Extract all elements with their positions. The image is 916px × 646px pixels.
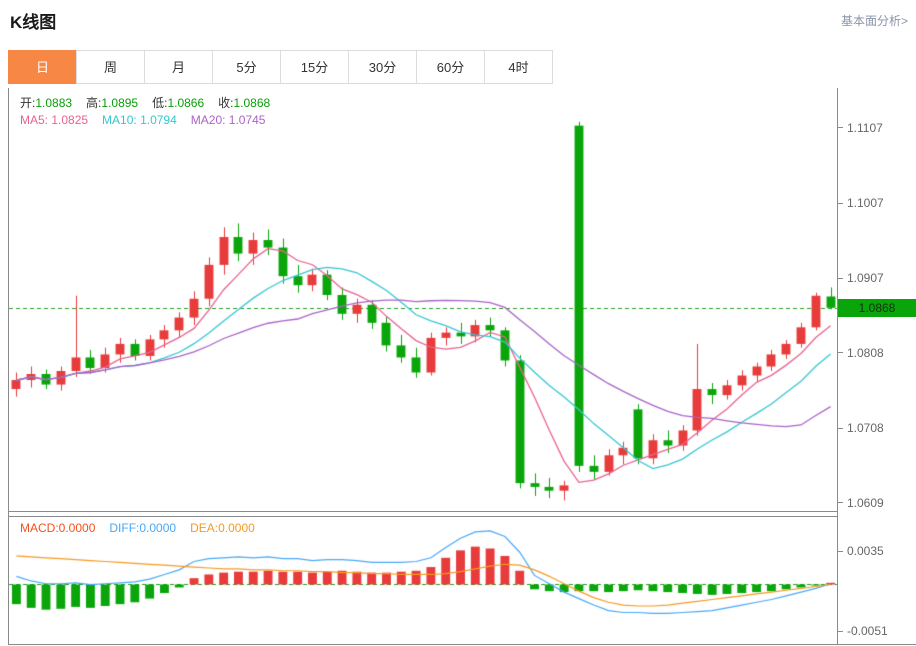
ohlc-item: 低:1.0866 <box>152 94 204 111</box>
tab-day[interactable]: 日 <box>8 50 77 84</box>
axis-tick <box>838 630 843 632</box>
ohlc-value: 1.0883 <box>35 96 73 110</box>
current-price-tag: 1.0868 <box>838 298 916 317</box>
axis-tick <box>838 352 843 354</box>
ohlc-value: 1.0868 <box>233 96 271 110</box>
y-axis-label-text: 0.0035 <box>847 544 884 559</box>
macd-legend: MACD:0.0000 DIFF:0.0000 DEA:0.0000 <box>20 521 255 535</box>
panel-divider <box>9 512 838 516</box>
y-axis-label: 1.0808 <box>838 346 884 360</box>
y-axis-label-text: 1.0708 <box>847 421 884 436</box>
axis-tick <box>838 277 843 279</box>
ohlc-item: 收:1.0868 <box>218 94 270 111</box>
candlestick-chart[interactable] <box>9 88 838 512</box>
interval-tabs: 日周月 5分 15分 30分 60分 4时 <box>8 50 553 84</box>
y-axis-label: 1.0609 <box>838 496 884 510</box>
ma-legend-item: MA10: 1.0794 <box>102 113 177 127</box>
tab-30min[interactable]: 30分 <box>348 50 417 84</box>
ohlc-value: 1.0895 <box>101 96 139 110</box>
ohlc-label: 高: <box>86 96 102 110</box>
y-axis-label: 1.1007 <box>838 196 884 210</box>
ohlc-legend: 开:1.0883 高:1.0895 低:1.0866 收:1.0868 <box>20 94 270 111</box>
ohlc-value: 1.0866 <box>167 96 205 110</box>
axis-tick <box>838 550 843 552</box>
y-axis-label-text: 1.0808 <box>847 345 884 360</box>
axis-tick <box>838 427 843 429</box>
ma-legend-item: MA20: 1.0745 <box>190 113 266 127</box>
price-axis: 1.1107 1.1007 1.0907 1.0808 1.0708 1.0609 0.00… <box>837 88 916 645</box>
ohlc-item: 开:1.0883 <box>20 94 72 111</box>
y-axis-label: 0.0035 <box>838 544 884 558</box>
y-axis-label-text: 1.0609 <box>847 495 884 510</box>
y-axis-label-text: 1.1107 <box>847 120 883 135</box>
chart-area <box>8 88 838 645</box>
tab-15min[interactable]: 15分 <box>280 50 349 84</box>
ma-legend: MA5: 1.0825 MA10: 1.0794 MA20: 1.0745 <box>20 113 265 127</box>
tab-4hour[interactable]: 4时 <box>484 50 553 84</box>
y-axis-label: 1.0708 <box>838 421 884 435</box>
tab-60min[interactable]: 60分 <box>416 50 485 84</box>
axis-tick <box>838 127 843 129</box>
ohlc-label: 低: <box>152 96 168 110</box>
macd-legend-item: MACD:0.0000 <box>20 521 96 535</box>
ohlc-label: 收: <box>218 96 234 110</box>
axis-tick <box>838 202 843 204</box>
macd-chart[interactable] <box>9 516 838 644</box>
y-axis-label: 1.1107 <box>838 121 883 135</box>
y-axis-label-text: -0.0051 <box>847 624 888 639</box>
y-axis-label: 1.0907 <box>838 271 884 285</box>
fundamental-analysis-link[interactable]: 基本面分析> <box>840 14 908 28</box>
macd-legend-item: DEA:0.0000 <box>190 521 255 535</box>
ohlc-label: 开: <box>20 96 36 110</box>
y-axis-label: -0.0051 <box>838 624 888 638</box>
axis-tick <box>838 502 843 504</box>
tab-week[interactable]: 周 <box>76 50 145 84</box>
page-title: K线图 <box>10 13 57 32</box>
ohlc-item: 高:1.0895 <box>86 94 138 111</box>
tab-5min[interactable]: 5分 <box>212 50 281 84</box>
y-axis-label-text: 1.0907 <box>847 271 884 286</box>
macd-legend-item: DIFF:0.0000 <box>109 521 177 535</box>
ma-legend-item: MA5: 1.0825 <box>20 113 89 127</box>
y-axis-label-text: 1.1007 <box>847 196 884 211</box>
tab-month[interactable]: 月 <box>144 50 213 84</box>
